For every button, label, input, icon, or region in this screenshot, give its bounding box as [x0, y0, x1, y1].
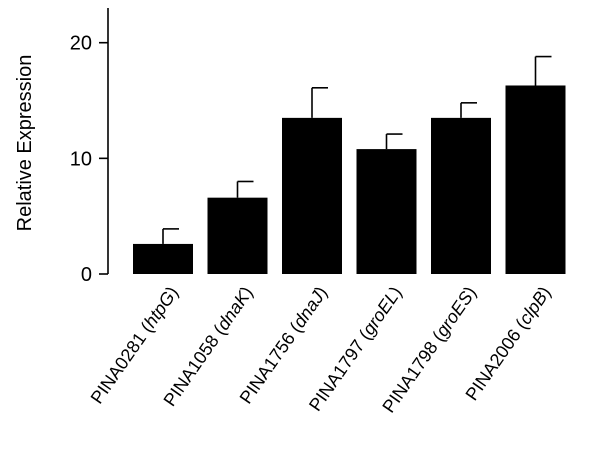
- bar-PINA2006: [505, 85, 566, 274]
- bar-PINA1798: [431, 117, 491, 274]
- x-tick-label-id: PINA1797 (: [305, 327, 375, 415]
- bars-layer: [133, 55, 566, 274]
- x-tick-label-id: PINA1798 (: [378, 329, 448, 417]
- x-tick-label-id: PINA1756 (: [236, 320, 306, 408]
- x-tick-label-id: PINA1058 (: [159, 322, 229, 410]
- axes-layer: [99, 8, 109, 275]
- x-tick-label-id: PINA2006 (: [461, 316, 531, 404]
- bar-PINA1756: [282, 117, 342, 274]
- y-tick-label-10: 10: [70, 148, 92, 170]
- y-tick-label-20: 20: [70, 33, 92, 55]
- x-tick-label-id: PINA0281 (: [87, 320, 157, 408]
- y-axis-title: Relative Expression: [14, 55, 36, 232]
- bar-PINA0281: [133, 243, 193, 274]
- bar-PINA1797: [356, 149, 417, 274]
- bar-PINA1058: [207, 197, 268, 274]
- y-tick-label-0: 0: [81, 264, 92, 286]
